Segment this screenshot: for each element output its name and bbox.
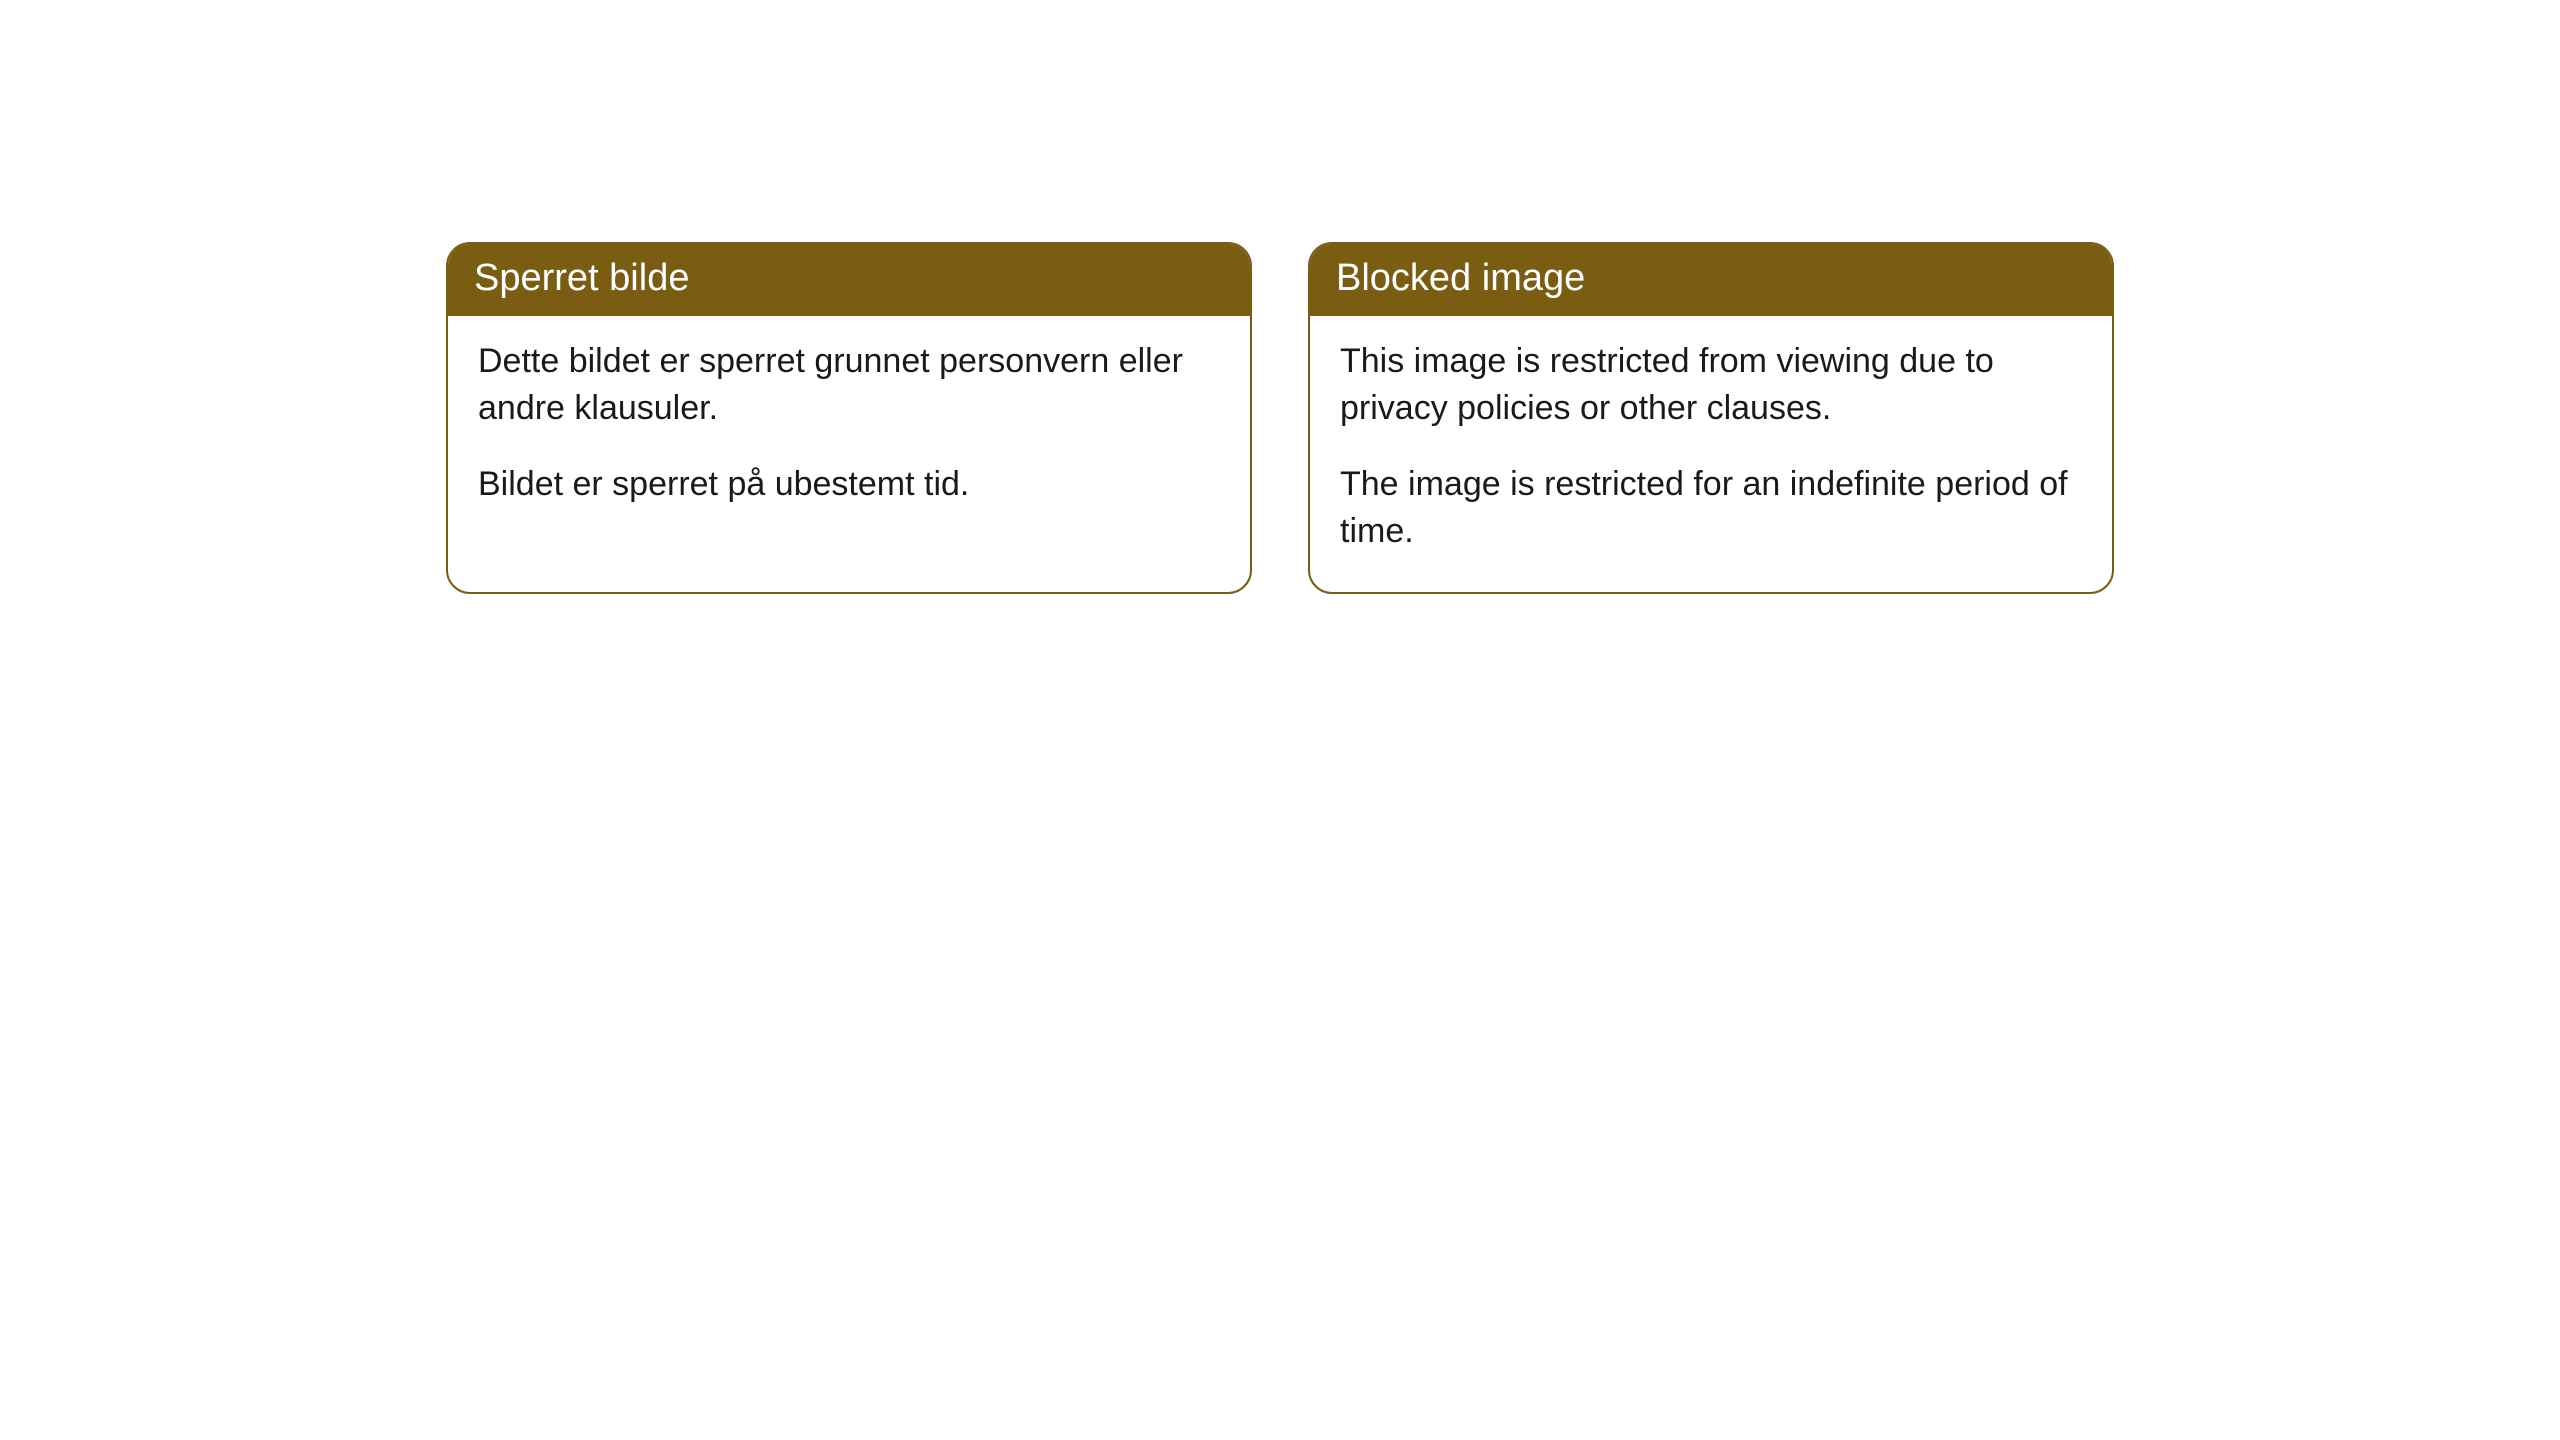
notice-cards-container: Sperret bilde Dette bildet er sperret gr… — [446, 242, 2114, 594]
card-header-english: Blocked image — [1310, 244, 2112, 316]
card-header-norwegian: Sperret bilde — [448, 244, 1250, 316]
card-body-norwegian: Dette bildet er sperret grunnet personve… — [448, 316, 1250, 545]
card-text-para1: This image is restricted from viewing du… — [1340, 338, 2082, 433]
notice-card-norwegian: Sperret bilde Dette bildet er sperret gr… — [446, 242, 1252, 594]
card-text-para2: Bildet er sperret på ubestemt tid. — [478, 461, 1220, 509]
card-text-para1: Dette bildet er sperret grunnet personve… — [478, 338, 1220, 433]
card-body-english: This image is restricted from viewing du… — [1310, 316, 2112, 592]
notice-card-english: Blocked image This image is restricted f… — [1308, 242, 2114, 594]
card-text-para2: The image is restricted for an indefinit… — [1340, 461, 2082, 556]
